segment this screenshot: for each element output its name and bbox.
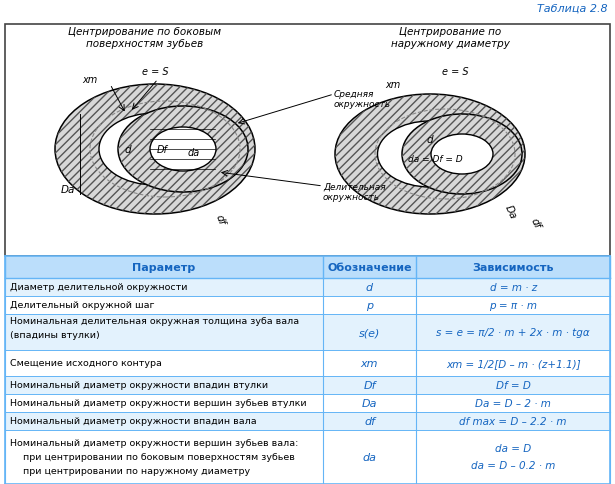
Bar — [5, 25, 610, 257]
Text: da = D – 0.2 · m: da = D – 0.2 · m — [471, 460, 555, 470]
Text: da = D: da = D — [495, 443, 531, 453]
Text: d = m · z: d = m · z — [490, 283, 537, 292]
Bar — [5, 430, 610, 484]
Text: d: d — [366, 283, 373, 292]
Text: xm: xm — [385, 80, 400, 90]
Text: da: da — [362, 452, 376, 462]
Text: d: d — [427, 135, 434, 145]
Ellipse shape — [99, 114, 211, 186]
Text: Номинальная делительная окружная толщина зуба вала: Номинальная делительная окружная толщина… — [10, 317, 299, 325]
Text: s(e): s(e) — [359, 327, 380, 337]
Text: xm: xm — [361, 358, 378, 368]
Text: Обозначение: Обозначение — [327, 262, 412, 272]
Text: Таблица 2.8: Таблица 2.8 — [538, 4, 608, 14]
Bar — [5, 278, 610, 296]
Text: Средняя
окружность: Средняя окружность — [334, 90, 391, 109]
Ellipse shape — [118, 107, 248, 193]
Text: Df: Df — [157, 145, 167, 155]
Ellipse shape — [150, 128, 216, 172]
Text: Смещение исходного контура: Смещение исходного контура — [10, 359, 162, 368]
Text: Параметр: Параметр — [132, 262, 196, 272]
Bar — [5, 412, 610, 430]
Text: df: df — [213, 213, 226, 226]
Text: p = π · m: p = π · m — [489, 301, 537, 310]
Text: Центрирование по
наружному диаметру: Центрирование по наружному диаметру — [391, 27, 509, 48]
Text: Da: Da — [61, 184, 75, 195]
Text: при центрировании по наружному диаметру: при центрировании по наружному диаметру — [23, 466, 250, 475]
Text: (впадины втулки): (впадины втулки) — [10, 330, 100, 339]
Text: Центрирование по боковым
поверхностям зубьев: Центрирование по боковым поверхностям зу… — [68, 27, 221, 48]
Text: xm: xm — [82, 75, 97, 85]
Text: Da = D – 2 · m: Da = D – 2 · m — [475, 398, 551, 408]
Ellipse shape — [431, 135, 493, 175]
Text: Da: Da — [502, 203, 518, 220]
Text: Df: Df — [363, 380, 376, 390]
Text: da = Df = D: da = Df = D — [408, 155, 462, 164]
Ellipse shape — [335, 95, 525, 214]
Text: при центрировании по боковым поверхностям зубьев: при центрировании по боковым поверхностя… — [23, 452, 295, 461]
Text: Зависимость: Зависимость — [472, 262, 554, 272]
Bar — [5, 314, 610, 350]
Text: da: da — [188, 148, 200, 158]
Text: df max = D – 2.2 · m: df max = D – 2.2 · m — [459, 416, 567, 426]
Text: Номинальный диаметр окружности вершин зубьев вала:: Номинальный диаметр окружности вершин зу… — [10, 438, 298, 447]
Text: df: df — [364, 416, 375, 426]
Bar — [5, 257, 610, 278]
Text: p: p — [366, 301, 373, 310]
Text: Диаметр делительной окружности: Диаметр делительной окружности — [10, 283, 188, 292]
Bar — [5, 376, 610, 394]
Text: d: d — [125, 145, 132, 155]
Text: Номинальный диаметр окружности впадин втулки: Номинальный диаметр окружности впадин вт… — [10, 381, 268, 390]
Ellipse shape — [402, 115, 522, 195]
Bar — [5, 394, 610, 412]
Text: s = e = π/2 · m + 2x · m · tgα: s = e = π/2 · m + 2x · m · tgα — [436, 327, 590, 337]
Ellipse shape — [55, 85, 255, 214]
Text: xm = 1/2[D – m · (z+1.1)]: xm = 1/2[D – m · (z+1.1)] — [446, 358, 581, 368]
Text: Номинальный диаметр окружности вершин зубьев втулки: Номинальный диаметр окружности вершин зу… — [10, 399, 307, 408]
Bar — [5, 296, 610, 314]
Ellipse shape — [378, 122, 483, 188]
Text: Номинальный диаметр окружности впадин вала: Номинальный диаметр окружности впадин ва… — [10, 417, 256, 425]
Text: e = S: e = S — [141, 67, 169, 77]
Text: df: df — [528, 216, 542, 229]
Text: Делительная
окружность: Делительная окружность — [323, 182, 386, 202]
Text: Df = D: Df = D — [496, 380, 531, 390]
Text: Делительный окружной шаг: Делительный окружной шаг — [10, 301, 154, 310]
Bar — [5, 350, 610, 376]
Text: Da: Da — [362, 398, 377, 408]
Text: e = S: e = S — [442, 67, 468, 77]
